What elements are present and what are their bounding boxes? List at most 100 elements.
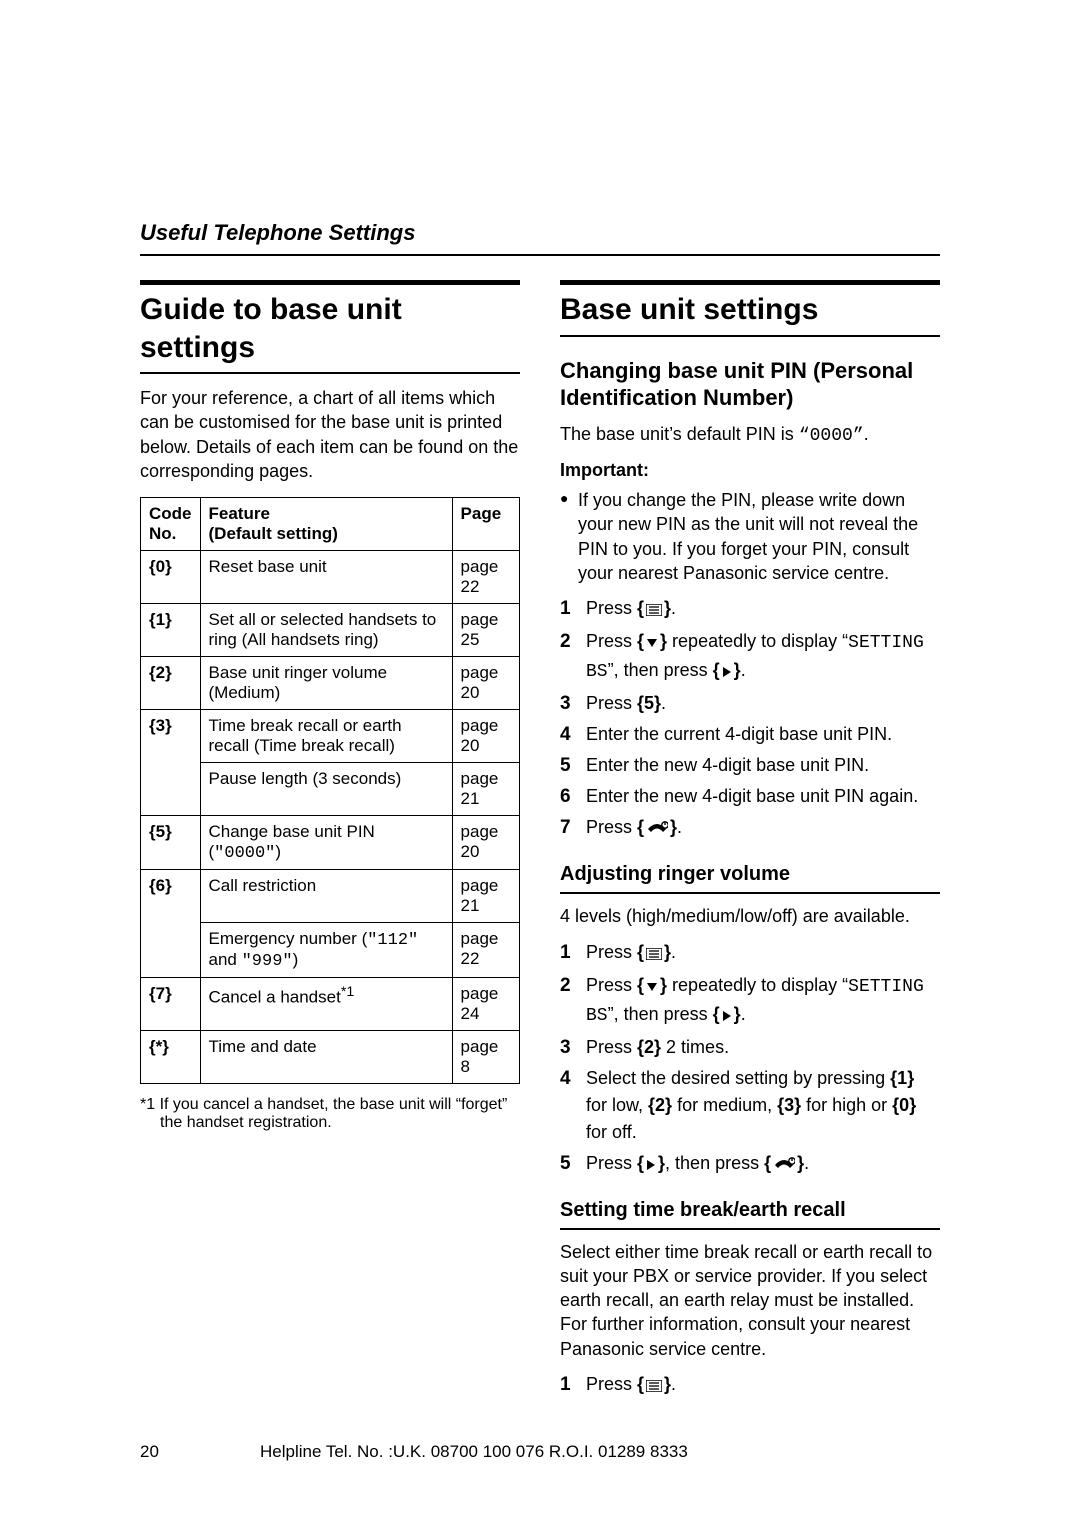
pin-line1-mono: “0000” (799, 426, 864, 446)
recall-rule (560, 1228, 940, 1230)
down-arrow-icon (646, 630, 658, 657)
key-brackets: {} (637, 942, 671, 962)
key-brackets: {} (637, 1374, 671, 1394)
ringer-rule (560, 892, 940, 894)
pin-heading: Changing base unit PIN (Personal Identif… (560, 357, 940, 412)
feat-pre: Emergency number ( (209, 929, 368, 948)
t: Press (586, 1153, 637, 1173)
cell-feature: Set all or selected handsets to ring (Al… (200, 604, 452, 657)
cell-feature: Base unit ringer volume (Medium) (200, 657, 452, 710)
t: Enter the current 4-digit base unit PIN. (586, 724, 892, 744)
col-code-l1: Code (149, 504, 192, 523)
table-row: {6} Call restriction page 21 (141, 870, 520, 923)
t: 2 times. (661, 1037, 729, 1057)
cell-page: page 20 (452, 657, 519, 710)
key: {1} (890, 1068, 914, 1088)
cell-code: {*} (141, 1031, 201, 1084)
step: 1 Press {}. (560, 1371, 940, 1400)
cell-feature: Call restriction (200, 870, 452, 923)
step: 2 Press {} repeatedly to display “SETTIN… (560, 972, 940, 1030)
cell-page: page 20 (452, 816, 519, 870)
t: . (741, 660, 746, 680)
cell-feature: Emergency number ("112" and "999") (200, 923, 452, 978)
t: Press (586, 975, 637, 995)
important-label: Important: (560, 458, 940, 482)
cell-page: page 8 (452, 1031, 519, 1084)
key: {5} (637, 693, 661, 713)
t: . (671, 1374, 676, 1394)
step: 1 Press {}. (560, 595, 940, 624)
pin-line1-post: . (864, 424, 869, 444)
step: 3 Press {5}. (560, 690, 940, 717)
cell-page: page 21 (452, 763, 519, 816)
step-num: 2 (560, 628, 571, 657)
t: . (804, 1153, 809, 1173)
cell-code: {6} (141, 870, 201, 978)
key-brackets: {} (713, 660, 741, 680)
t: Enter the new 4-digit base unit PIN. (586, 755, 869, 775)
step-num: 1 (560, 939, 571, 968)
cell-code: {2} (141, 657, 201, 710)
ringer-heading: Adjusting ringer volume (560, 863, 940, 886)
step: 4Enter the current 4-digit base unit PIN… (560, 721, 940, 748)
right-column: Base unit settings Changing base unit PI… (560, 280, 940, 1404)
hangup-icon (646, 816, 668, 843)
recall-para: Select either time break recall or earth… (560, 1240, 940, 1361)
ringer-line: 4 levels (high/medium/low/off) are avail… (560, 904, 940, 928)
step-num: 5 (560, 752, 571, 781)
t: . (661, 693, 666, 713)
t: Press (586, 598, 637, 618)
table-row: {7} Cancel a handset*1 page 24 (141, 978, 520, 1031)
step-num: 7 (560, 814, 571, 843)
t: repeatedly to display “ (667, 631, 848, 651)
t: . (671, 598, 676, 618)
t: for low, (586, 1095, 648, 1115)
step: 4 Select the desired setting by pressing… (560, 1065, 940, 1146)
step-num: 5 (560, 1150, 571, 1179)
right-rule-under (560, 335, 940, 337)
left-intro: For your reference, a chart of all items… (140, 386, 520, 483)
col-feat-l2: (Default setting) (209, 524, 338, 543)
feat-sup: *1 (341, 984, 354, 1000)
feat-post: ) (275, 842, 281, 861)
step-num: 3 (560, 690, 571, 719)
important-list: If you change the PIN, please write down… (560, 488, 940, 585)
cell-code: {0} (141, 551, 201, 604)
key-brackets: {} (713, 1004, 741, 1024)
t: for off. (586, 1122, 637, 1142)
feat-mid: and (209, 950, 242, 969)
cell-page: page 22 (452, 551, 519, 604)
col-code-l2: No. (149, 524, 176, 543)
cell-code: {3} (141, 710, 201, 816)
cell-code: {1} (141, 604, 201, 657)
cell-code: {5} (141, 816, 201, 870)
key-brackets: {} (637, 975, 667, 995)
recall-steps: 1 Press {}. (560, 1371, 940, 1400)
page: Useful Telephone Settings Guide to base … (0, 0, 1080, 1528)
cell-code: {7} (141, 978, 201, 1031)
feat-text: Cancel a handset (209, 988, 341, 1007)
t: for high or (801, 1095, 892, 1115)
left-title: Guide to base unit settings (140, 291, 520, 366)
menu-icon (646, 941, 662, 968)
key-brackets: {} (637, 598, 671, 618)
t: Enter the new 4-digit base unit PIN agai… (586, 786, 918, 806)
t: Press (586, 693, 637, 713)
left-column: Guide to base unit settings For your ref… (140, 280, 520, 1404)
cell-feature: Cancel a handset*1 (200, 978, 452, 1031)
t: Press (586, 1374, 637, 1394)
key-brackets: {} (637, 817, 677, 837)
key-brackets: {} (637, 631, 667, 651)
recall-heading: Setting time break/earth recall (560, 1199, 940, 1222)
cell-feature: Reset base unit (200, 551, 452, 604)
pin-line1: The base unit’s default PIN is “0000”. (560, 422, 940, 448)
cell-feature: Time and date (200, 1031, 452, 1084)
table-row: {1} Set all or selected handsets to ring… (141, 604, 520, 657)
key: {0} (892, 1095, 916, 1115)
cell-page: page 20 (452, 710, 519, 763)
col-code: Code No. (141, 498, 201, 551)
feat-mono: "112" (367, 931, 418, 950)
cell-feature: Time break recall or earth recall (Time … (200, 710, 452, 763)
page-number: 20 (140, 1442, 260, 1462)
t: ”, then press (608, 1004, 713, 1024)
